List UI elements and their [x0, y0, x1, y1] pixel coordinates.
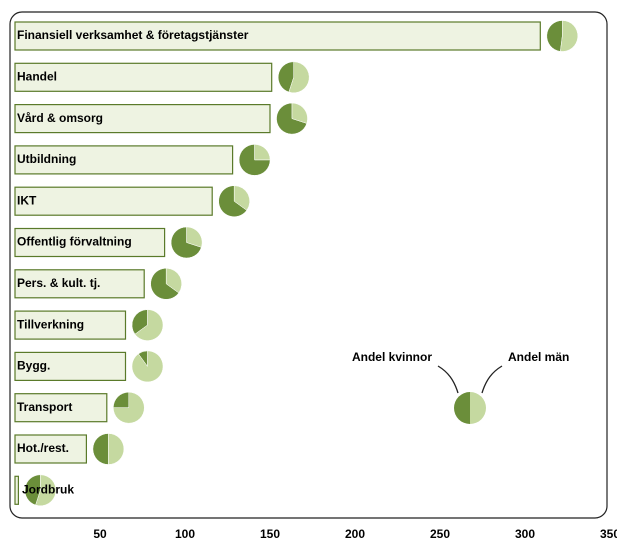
x-tick-label: 100	[175, 527, 195, 541]
category-label: Utbildning	[17, 152, 76, 166]
pie-slice	[291, 102, 308, 124]
legend-swatch	[454, 392, 470, 424]
category-label: Handel	[17, 69, 57, 83]
category-label: Jordbruk	[22, 482, 74, 496]
legend-connector	[437, 365, 459, 394]
pie-slice	[233, 185, 250, 211]
bar	[14, 227, 166, 258]
pie-slice	[113, 391, 145, 424]
pie-slice	[134, 309, 164, 341]
legend-swatch	[470, 392, 486, 424]
pie-slice	[150, 268, 180, 300]
legend-connector	[481, 365, 503, 394]
pie-slice	[131, 350, 164, 383]
category-label: Tillverkning	[17, 317, 84, 331]
category-label: Offentlig förvaltning	[17, 235, 132, 249]
x-tick-label: 150	[260, 527, 280, 541]
bar	[14, 145, 234, 175]
pie-slice	[131, 309, 148, 335]
x-tick-label: 350	[600, 527, 617, 541]
category-label: IKT	[17, 193, 37, 207]
category-label: Finansiell verksamhet & företagstjänster	[17, 28, 249, 42]
x-tick-label: 50	[93, 527, 107, 541]
x-tick-label: 200	[345, 527, 365, 541]
bar	[14, 186, 213, 216]
pie-slice	[165, 268, 182, 294]
bar	[14, 62, 273, 92]
bar	[14, 310, 127, 340]
bar	[14, 21, 541, 51]
pie-slice	[92, 433, 109, 465]
pie-slice	[276, 102, 308, 135]
x-tick-label: 250	[430, 527, 450, 541]
category-label: Hot./rest.	[17, 441, 69, 455]
pie-slice	[170, 226, 202, 259]
bar	[14, 393, 108, 423]
category-label: Pers. & kult. tj.	[17, 276, 100, 290]
legend-label: Andel kvinnor	[352, 350, 432, 364]
category-label: Bygg.	[17, 359, 50, 373]
pie-slice	[254, 144, 271, 161]
pie-slice	[24, 474, 41, 506]
bar	[14, 269, 145, 299]
legend-label: Andel män	[508, 350, 569, 364]
category-label: Vård & omsorg	[17, 111, 103, 125]
category-label: Transport	[17, 400, 72, 414]
pie-slice	[546, 20, 563, 52]
pie-slice	[560, 20, 579, 52]
bar	[14, 475, 19, 505]
bar	[14, 103, 271, 134]
pie-slice	[238, 144, 271, 176]
bar	[14, 351, 127, 381]
pie-slice	[186, 226, 203, 248]
pie-slice	[218, 185, 248, 217]
pie-slice	[35, 474, 57, 506]
pie-slice	[277, 61, 294, 93]
x-tick-label: 300	[515, 527, 535, 541]
pie-slice	[108, 433, 125, 465]
bar	[14, 434, 88, 464]
pie-slice	[288, 61, 310, 93]
